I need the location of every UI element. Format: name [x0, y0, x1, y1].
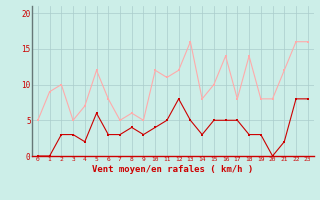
X-axis label: Vent moyen/en rafales ( km/h ): Vent moyen/en rafales ( km/h ) — [92, 165, 253, 174]
